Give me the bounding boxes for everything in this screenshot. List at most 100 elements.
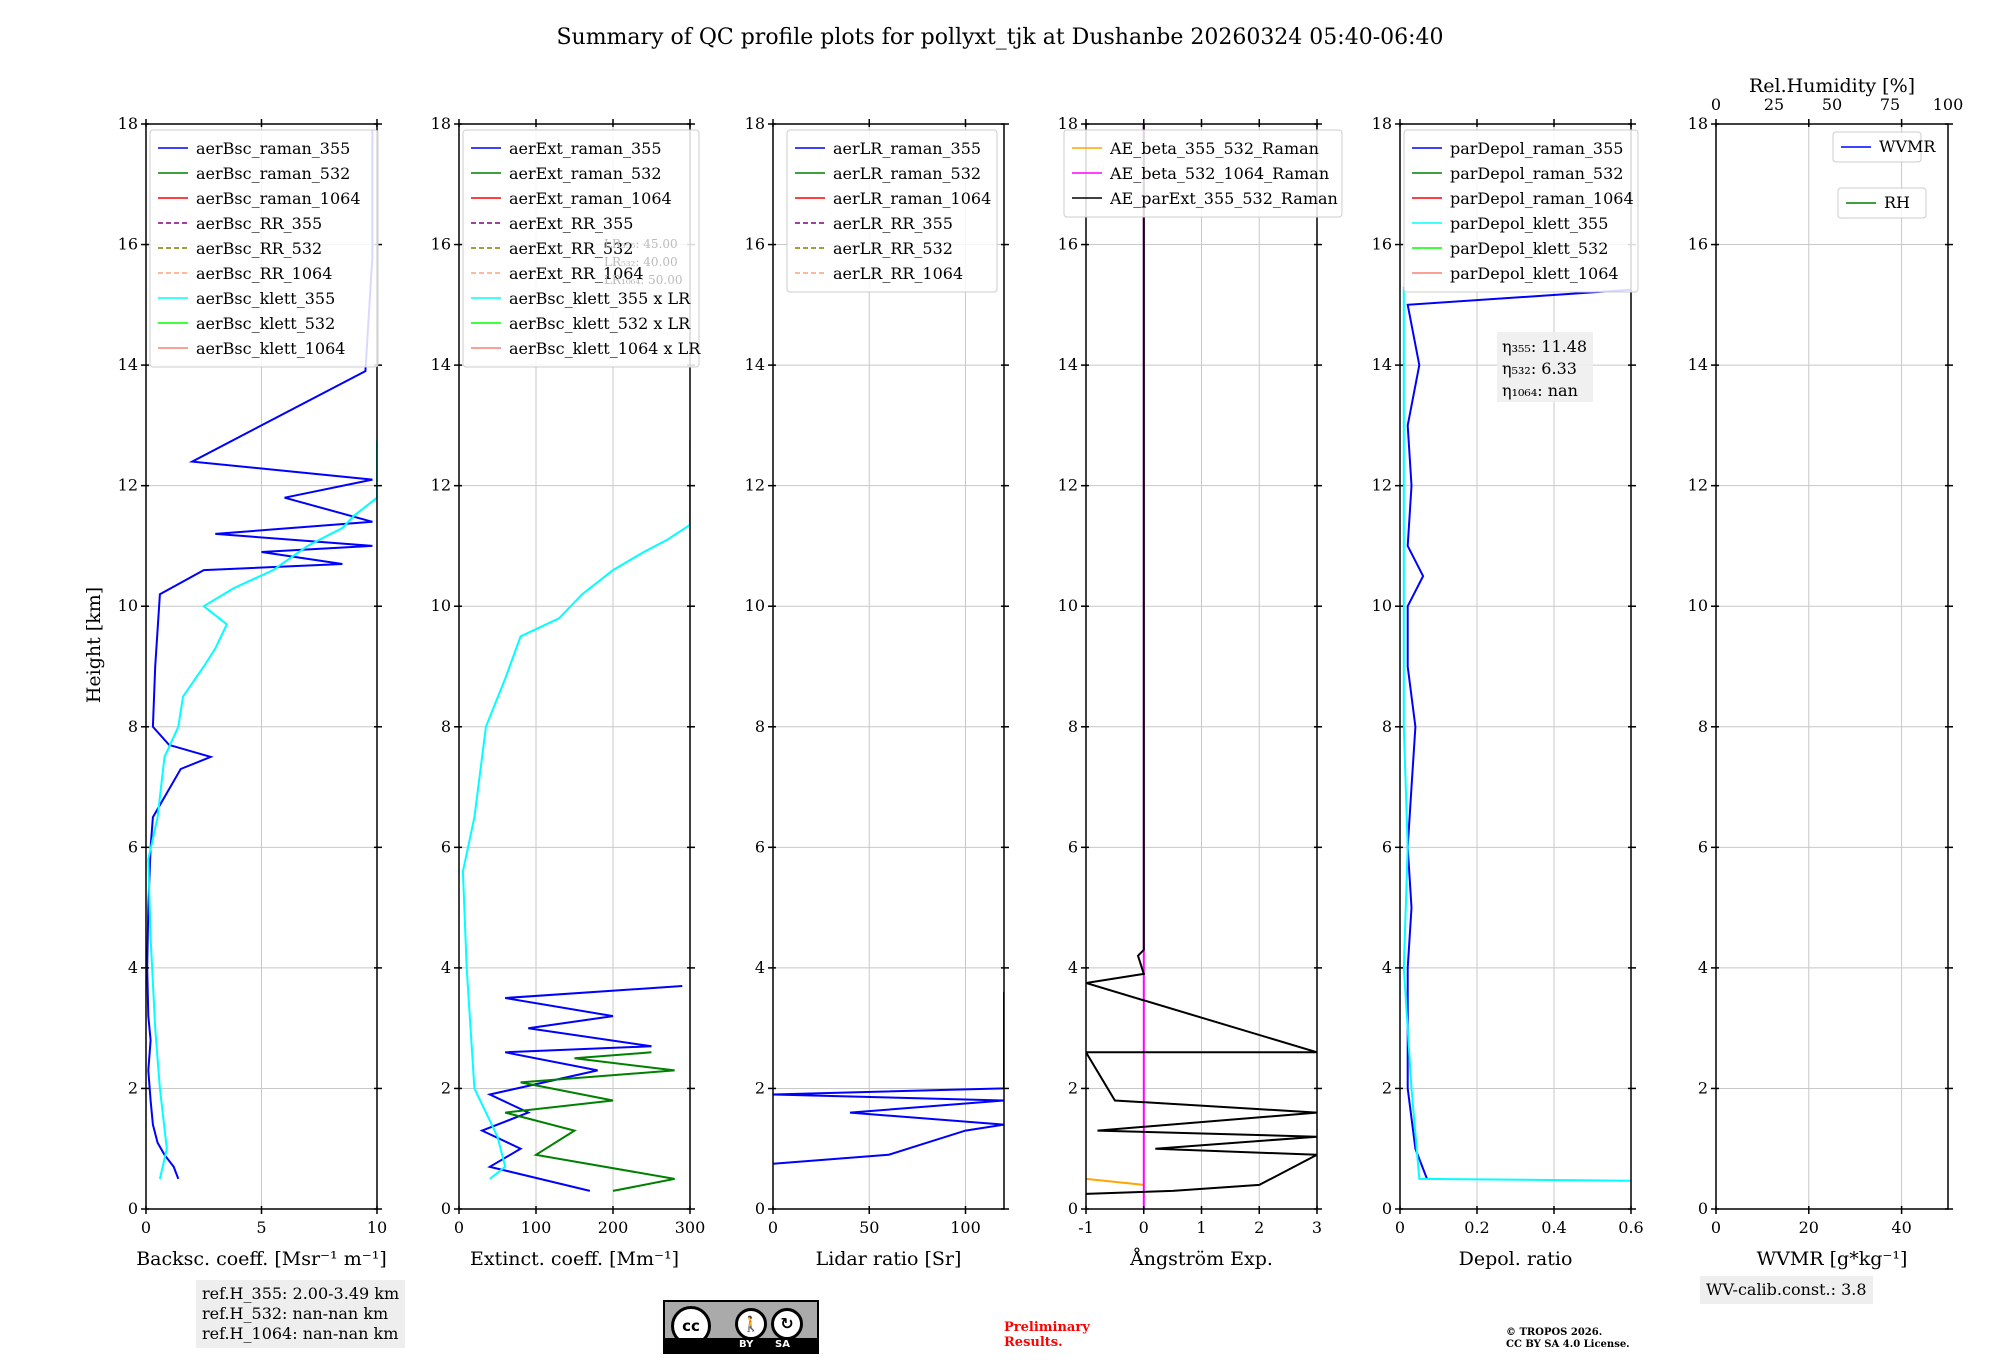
legend-label: aerExt_raman_355: [509, 139, 662, 158]
y-tick-label: 6: [1068, 837, 1078, 856]
lidar-ratio-label: LR₃₅₅: 45.00: [604, 237, 678, 251]
y-tick-label: 0: [1698, 1199, 1708, 1218]
legend-label: aerLR_RR_355: [833, 214, 953, 233]
y-tick-label: 2: [755, 1078, 765, 1097]
y-tick-label: 2: [441, 1078, 451, 1097]
legend-label: aerExt_raman_532: [509, 164, 662, 183]
x-tick-label: 50: [859, 1218, 879, 1237]
x-tick-label: -1: [1078, 1218, 1094, 1237]
y-tick-label: 6: [441, 837, 451, 856]
x-tick-label: 0: [141, 1218, 151, 1237]
legend-label: aerBsc_klett_532: [196, 314, 335, 333]
y-tick-label: 0: [441, 1199, 451, 1218]
copyright-line-1: © TROPOS 2026.: [1506, 1327, 1603, 1338]
x-tick-label: 0: [1711, 1218, 1721, 1237]
x-tick-label: 0: [454, 1218, 464, 1237]
cc-license-badge[interactable]: cc 🚶 ↻ BY SA: [663, 1300, 819, 1354]
top-axis-label: Rel.Humidity [%]: [1749, 75, 1915, 97]
panel-5: 0 2 4 6 8 10 12 14 16 18 0 0.2 0.4 0.6 Depol. ratio par…: [1372, 114, 1644, 1270]
series-aerBsc_klett_355: [147, 440, 377, 1180]
cc-sa-label: SA: [775, 1339, 790, 1350]
series-aerBsc_raman_355: [146, 130, 374, 1180]
legend-label: aerBsc_klett_1064 x LR: [509, 339, 701, 358]
series-AE_parExt_355_532_Raman: [1086, 124, 1317, 1195]
legend: aerBsc_raman_355 aerBsc_raman_532 aerBsc_r…: [149, 129, 379, 368]
y-tick-label: 6: [128, 837, 138, 856]
x-tick-label: 5: [256, 1218, 266, 1237]
legend-box: [1837, 187, 1927, 219]
x-axis-label: Lidar ratio [Sr]: [816, 1248, 962, 1270]
y-tick-label: 10: [745, 596, 765, 615]
series-aerExt_raman_532: [504, 1051, 675, 1192]
eta-box-bg: [1497, 332, 1593, 402]
series-aerExt_raman_355: [479, 985, 683, 1192]
ref-height-532: ref.H_532: nan-nan km: [202, 1304, 389, 1323]
y-tick-label: 6: [755, 837, 765, 856]
legend-box: [1832, 131, 1922, 163]
reference-heights-box: ref.H_355: 2.00-3.49 km ref.H_532: nan-n…: [196, 1280, 406, 1348]
y-tick-label: 14: [1058, 355, 1078, 374]
series-parDepol_raman_355: [1406, 288, 1631, 1180]
legend: AE_beta_355_532_Raman AE_beta_532_1064_Ra…: [1063, 129, 1343, 218]
y-tick-label: 12: [1058, 476, 1078, 495]
y-tick-label: 12: [745, 476, 765, 495]
y-tick-label: 10: [1372, 596, 1392, 615]
x-tick-label: 0.2: [1464, 1218, 1489, 1237]
legend-label: aerLR_raman_532: [833, 164, 981, 183]
wv-calibration-box: WV-calib.const.: 3.8: [1700, 1276, 1873, 1304]
cc-by-label: BY: [739, 1339, 754, 1350]
y-tick-label: 4: [441, 958, 451, 977]
top-tick-label: 25: [1764, 95, 1784, 114]
copyright-note: © TROPOS 2026. CC BY SA 4.0 License.: [1506, 1327, 1630, 1351]
x-tick-label: 20: [1799, 1218, 1819, 1237]
y-tick-label: 0: [1382, 1199, 1392, 1218]
legend: aerExt_raman_355 aerExt_raman_532 aerExt_r…: [462, 129, 701, 368]
legend-label: aerBsc_RR_355: [196, 214, 322, 233]
legend-label: aerBsc_klett_355: [196, 289, 335, 308]
legend: aerLR_raman_355 aerLR_raman_532 aerLR_rama…: [786, 129, 998, 293]
legend-label: aerExt_raman_1064: [509, 189, 672, 208]
y-tick-label: 18: [745, 114, 765, 133]
legend-label: aerLR_RR_1064: [833, 264, 963, 283]
y-axis-label: Height [km]: [83, 587, 105, 703]
y-tick-label: 18: [118, 114, 138, 133]
y-tick-label: 18: [1058, 114, 1078, 133]
legend-label: aerLR_RR_532: [833, 239, 953, 258]
x-axis-label: Depol. ratio: [1459, 1248, 1573, 1270]
legend-box: [786, 129, 998, 293]
legend: parDepol_raman_355 parDepol_raman_532 parD…: [1403, 129, 1639, 293]
x-axis-label: Backsc. coeff. [Msr⁻¹ m⁻¹]: [136, 1248, 387, 1270]
y-tick-label: 10: [431, 596, 451, 615]
eta-box: η₃₅₅: 11.48 η₅₃₂: 6.33 η₁₀₆₄: nan: [1497, 332, 1593, 402]
x-tick-label: 2: [1254, 1218, 1264, 1237]
y-tick-label: 8: [1698, 717, 1708, 736]
top-tick-label: 0: [1711, 95, 1721, 114]
legend-RH: RH: [1837, 187, 1927, 219]
y-tick-label: 8: [755, 717, 765, 736]
legend-label: parDepol_klett_532: [1450, 239, 1608, 258]
legend-label: parDepol_raman_355: [1450, 139, 1623, 158]
y-tick-label: 10: [1688, 596, 1708, 615]
y-tick-label: 8: [128, 717, 138, 736]
x-tick-label: 200: [598, 1218, 629, 1237]
legend-label: AE_beta_355_532_Raman: [1109, 139, 1319, 158]
y-tick-label: 2: [1382, 1078, 1392, 1097]
copyright-line-2: CC BY SA 4.0 License.: [1506, 1339, 1630, 1350]
x-tick-label: 10: [367, 1218, 387, 1237]
y-tick-label: 14: [118, 355, 138, 374]
y-tick-label: 2: [1068, 1078, 1078, 1097]
panel-1: 0 2 4 6 8 10 12 14 16 18 0 5 10 Backsc. coeff. [Msr⁻¹…: [118, 114, 388, 1270]
y-tick-label: 2: [1698, 1078, 1708, 1097]
axes-frame: [1715, 123, 1949, 1210]
legend-label: aerBsc_klett_355 x LR: [509, 289, 691, 308]
legend-label: aerExt_RR_532: [509, 239, 633, 258]
lidar-ratio-label: LR₅₃₂: 40.00: [604, 255, 678, 269]
legend-box: [462, 129, 700, 368]
legend-label: AE_beta_532_1064_Raman: [1109, 164, 1329, 183]
y-tick-label: 16: [1688, 235, 1708, 254]
legend-label: WVMR: [1879, 137, 1936, 156]
x-tick-label: 100: [521, 1218, 552, 1237]
legend-label: aerBsc_RR_1064: [196, 264, 332, 283]
y-tick-label: 14: [1372, 355, 1392, 374]
